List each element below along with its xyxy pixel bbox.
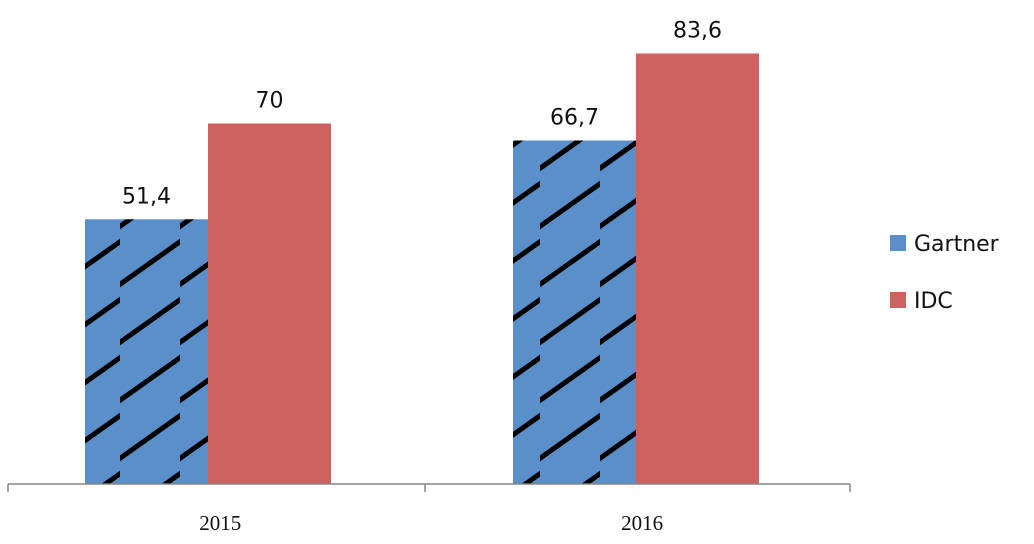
bar-idc-2016 xyxy=(636,53,759,485)
x-tick-label-2015: 2015 xyxy=(199,511,241,535)
bar-hatching-gartner-2016 xyxy=(513,140,636,484)
x-tick-label-2016: 2016 xyxy=(621,511,663,535)
value-label-gartner-2016: 66,7 xyxy=(550,105,599,130)
legend-label-idc: IDC xyxy=(914,289,953,314)
value-label-gartner-2015: 51,4 xyxy=(122,184,171,209)
legend-label-gartner: Gartner xyxy=(914,232,1000,257)
legend-swatch-idc xyxy=(890,292,906,308)
bar-hatching-gartner-2015 xyxy=(85,219,208,485)
value-label-idc-2016: 83,6 xyxy=(673,18,722,43)
x-axis: 2015 2016 xyxy=(7,483,851,535)
legend-swatch-gartner xyxy=(890,235,906,251)
value-label-idc-2015: 70 xyxy=(256,89,284,114)
value-labels-layer: 51,4 70 66,7 83,6 xyxy=(122,18,722,209)
bars-layer xyxy=(85,53,759,485)
bar-idc-2015 xyxy=(208,123,331,484)
legend: Gartner IDC xyxy=(890,232,1000,314)
